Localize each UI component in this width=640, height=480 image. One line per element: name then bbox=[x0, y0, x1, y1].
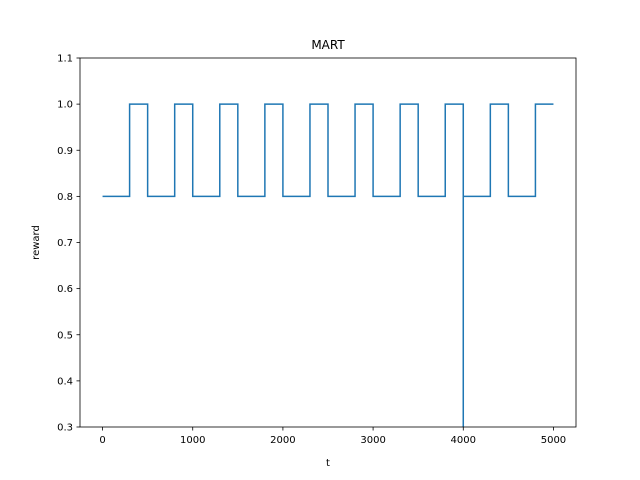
y-tick-label: 0.8 bbox=[57, 192, 73, 203]
y-tick-label: 0.6 bbox=[57, 284, 73, 295]
y-tick-label: 1.0 bbox=[57, 100, 73, 111]
x-tick-label: 5000 bbox=[541, 435, 566, 446]
x-tick-label: 1000 bbox=[180, 435, 205, 446]
y-tick-label: 1.1 bbox=[57, 54, 73, 65]
x-axis-label: t bbox=[326, 458, 330, 469]
x-axis-ticks: 0 1000 2000 3000 4000 5000 bbox=[99, 427, 566, 446]
x-tick-label: 2000 bbox=[270, 435, 295, 446]
y-axis-ticks: 0.3 0.4 0.5 0.6 0.7 0.8 0.9 1.0 1.1 bbox=[57, 54, 80, 434]
x-tick-label: 4000 bbox=[451, 435, 476, 446]
y-tick-label: 0.7 bbox=[57, 238, 73, 249]
y-tick-label: 0.5 bbox=[57, 330, 73, 341]
x-tick-label: 0 bbox=[99, 435, 105, 446]
series-layer bbox=[102, 103, 554, 427]
y-tick-label: 0.9 bbox=[57, 146, 73, 157]
x-tick-label: 3000 bbox=[360, 435, 385, 446]
y-axis-label: reward bbox=[31, 225, 42, 260]
y-tick-label: 0.4 bbox=[57, 376, 73, 387]
y-tick-label: 0.3 bbox=[57, 423, 73, 434]
series-line-0 bbox=[102, 103, 554, 427]
chart-title: MART bbox=[311, 38, 345, 52]
